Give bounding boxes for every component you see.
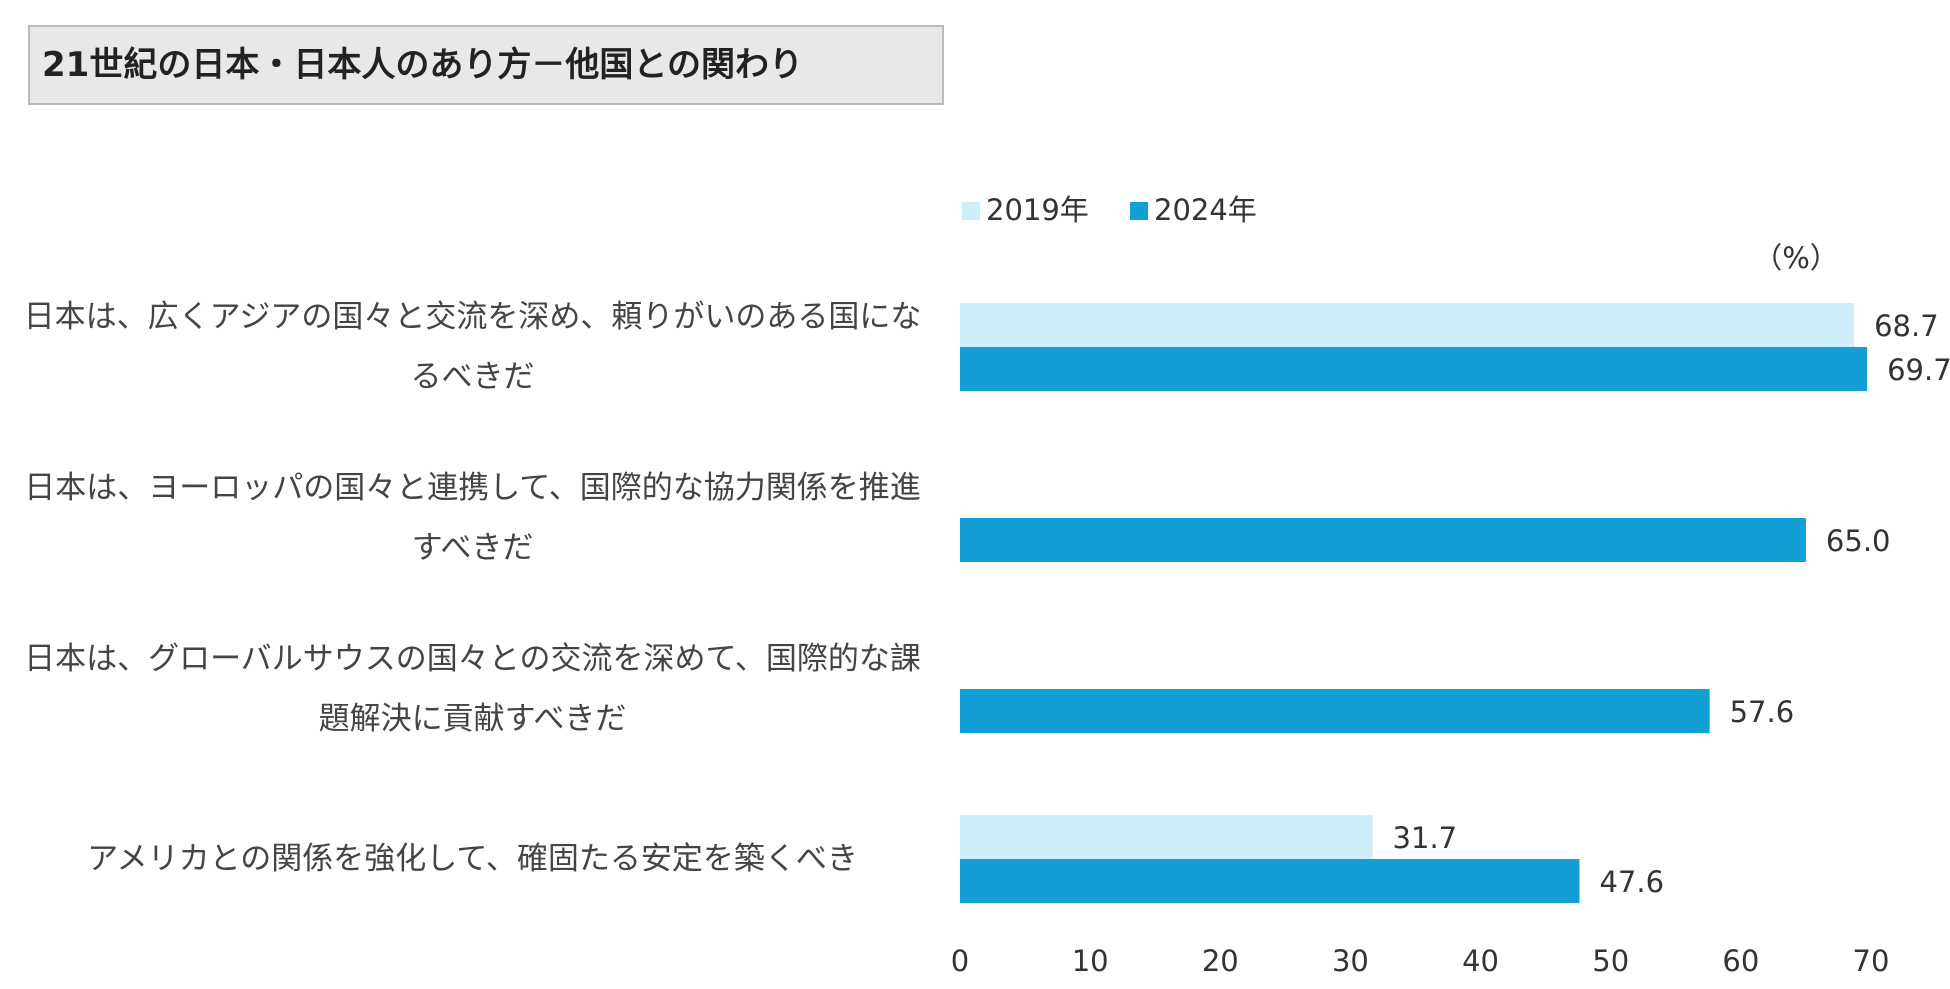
unit-label: （%）: [1753, 241, 1839, 275]
value-label: 68.7: [1874, 309, 1939, 343]
bar: [960, 303, 1855, 347]
bar: [960, 518, 1806, 562]
bar: [960, 347, 1868, 391]
x-tick-label: 0: [951, 944, 969, 978]
bar: [960, 859, 1580, 903]
x-tick-label: 10: [1072, 944, 1109, 978]
category-label: 日本は、ヨーロッパの国々と連携して、国際的な協力関係を推進すべきだ: [24, 470, 921, 566]
legend-swatch: [962, 202, 980, 220]
bar: [960, 815, 1373, 859]
value-label: 57.6: [1730, 695, 1795, 729]
value-label: 65.0: [1826, 524, 1891, 558]
legend-label: 2019年: [986, 193, 1089, 227]
x-tick-label: 70: [1853, 944, 1890, 978]
value-label: 47.6: [1599, 865, 1664, 899]
x-tick-label: 50: [1592, 944, 1629, 978]
legend-label: 2024年: [1154, 193, 1257, 227]
category-label: アメリカとの関係を強化して、確固たる安定を築くべき: [87, 841, 858, 877]
x-tick-label: 60: [1722, 944, 1759, 978]
legend-swatch: [1130, 202, 1148, 220]
category-label: 日本は、広くアジアの国々と交流を深め、頼りがいのある国になるべきだ: [23, 299, 922, 395]
x-tick-label: 40: [1462, 944, 1499, 978]
x-tick-label: 20: [1202, 944, 1239, 978]
value-label: 31.7: [1393, 821, 1458, 855]
x-tick-label: 30: [1332, 944, 1369, 978]
value-label: 69.7: [1887, 353, 1950, 387]
category-label: 日本は、グローバルサウスの国々との交流を深めて、国際的な課題解決に貢献すべきだ: [24, 641, 921, 737]
bar: [960, 689, 1710, 733]
chart-title: 21世紀の日本・日本人のあり方－他国との関わり: [28, 25, 944, 105]
